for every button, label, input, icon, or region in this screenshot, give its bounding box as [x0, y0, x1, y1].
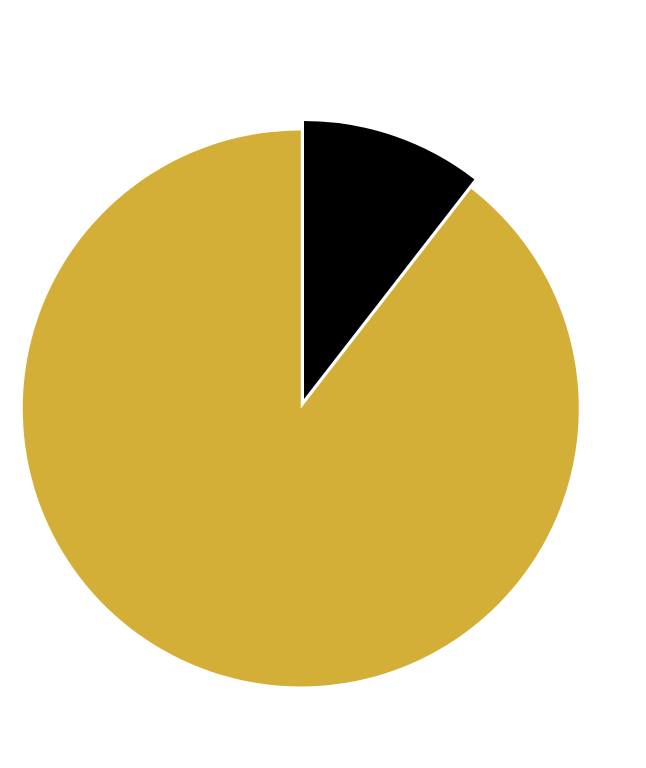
- pie-slice-2: [22, 130, 579, 687]
- pie-slice-1: [304, 121, 475, 399]
